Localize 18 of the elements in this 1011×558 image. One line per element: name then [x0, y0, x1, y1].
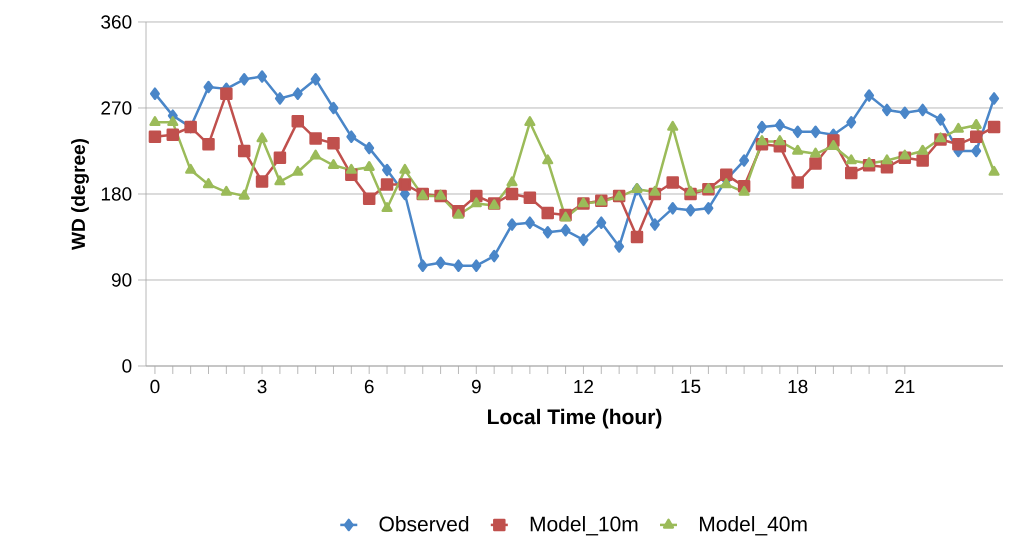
- x-tick-label: 0: [150, 379, 160, 394]
- x-tick-label: 12: [574, 379, 594, 394]
- x-axis-title: Local Time (hour): [488, 408, 662, 429]
- legend-label: Observed: [379, 516, 469, 532]
- y-tick-label: 270: [101, 101, 132, 115]
- x-tick-label: 15: [681, 379, 701, 394]
- legend-label: Model_10m: [530, 516, 638, 536]
- x-tick-label: 21: [895, 379, 915, 394]
- x-tick-label: 3: [257, 379, 267, 394]
- y-tick-label: 180: [101, 187, 132, 201]
- y-tick-label: 90: [111, 273, 132, 287]
- y-tick-label: 360: [101, 15, 132, 29]
- x-tick-label: 9: [471, 379, 481, 394]
- x-tick-label: 18: [788, 379, 808, 394]
- y-tick-label: 0: [122, 359, 132, 373]
- y-axis-title: WD (degree): [71, 139, 89, 250]
- x-tick-label: 6: [364, 379, 374, 394]
- legend-label: Model_40m: [699, 516, 807, 536]
